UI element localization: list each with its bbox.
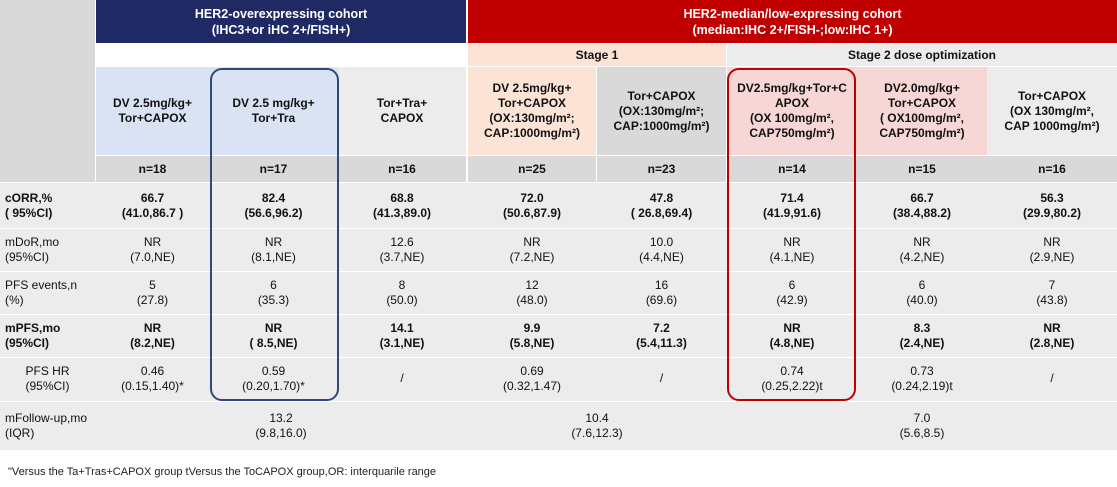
corr-arm-4: 72.0 (50.6,87.9) — [502, 190, 562, 220]
followup-her2-over: 13.2 (9.8,16.0) — [255, 411, 307, 440]
stage1-header: Stage 1 — [468, 44, 726, 66]
row-label-pfs-hr: PFS HR (95%CI) — [25, 363, 70, 393]
arm-n-8: n=16 — [987, 156, 1117, 182]
corr-arm-2: 82.4 (56.6,96.2) — [244, 190, 303, 220]
corr-arm-6: 71.4 (41.9,91.6) — [762, 190, 822, 220]
row-divider — [0, 357, 1117, 358]
row-divider — [0, 271, 1117, 272]
pfs-hr-arm-3: / — [400, 371, 404, 385]
mdor-arm-6: NR (4.1,NE) — [769, 234, 815, 264]
pfs-hr-arm-5: / — [659, 371, 664, 385]
pfs-hr-arm-8: / — [1050, 371, 1054, 385]
arm-header-5: Tor+CAPOX (OX:130mg/m²; CAP:1000mg/m²) — [597, 67, 726, 155]
mpfs-arm-8: NR (2.8,NE) — [1029, 320, 1075, 350]
pfs-events-arm-2: 6 (35.3) — [257, 277, 290, 307]
mpfs-arm-4: 9.9 (5.8,NE) — [509, 320, 555, 350]
pfs-hr-arm-1: 0.46 (0.15,1.40)* — [121, 363, 184, 393]
arm-n-5: n=23 — [597, 156, 726, 182]
mdor-arm-3: 12.6 (3.7,NE) — [379, 234, 425, 264]
pfs-events-arm-7: 6 (40.0) — [906, 277, 938, 307]
arm-header-8: Tor+CAPOX (OX 130mg/m², CAP 1000mg/m²) — [987, 67, 1117, 155]
her2-low-criteria: (median:IHC 2+/FISH-;low:IHC 1+) — [692, 22, 893, 37]
table-body-bg — [0, 183, 1117, 450]
pfs-hr-arm-4: 0.69 (0.32,1.47) — [502, 363, 562, 393]
arm-header-4: DV 2.5mg/kg+ Tor+CAPOX (OX:130mg/m²; CAP… — [468, 67, 596, 155]
row-divider — [0, 314, 1117, 315]
her2-over-criteria: (IHC3+or iHC 2+/FISH+) — [211, 22, 351, 37]
arm-n-2: n=17 — [209, 156, 338, 182]
pfs-hr-arm-6: 0.74 (0.25,2.22)t — [761, 363, 823, 393]
mpfs-arm-5: 7.2 (5.4,11.3) — [636, 320, 687, 350]
corner-cell — [0, 0, 95, 182]
stage2-header: Stage 2 dose optimization — [727, 44, 1117, 66]
row-divider — [0, 401, 1117, 402]
corr-arm-3: 68.8 (41.3,89.0) — [372, 190, 432, 220]
corr-arm-5: 47.8 ( 26.8,69.4) — [630, 190, 693, 220]
row-divider — [0, 228, 1117, 229]
arm-header-7: DV2.0mg/kg+ Tor+CAPOX ( OX100mg/m², CAP7… — [857, 67, 987, 155]
arm-n-6: n=14 — [727, 156, 857, 182]
pfs-events-arm-6: 6 (42.9) — [776, 277, 808, 307]
mdor-arm-5: 10.0 (4.4,NE) — [639, 234, 684, 264]
her2-low-title: HER2-median/low-expressing cohort — [683, 6, 902, 21]
arm-n-1: n=18 — [96, 156, 209, 182]
corr-arm-8: 56.3 (29.9,80.2) — [1022, 190, 1082, 220]
her2-over-stage-blank — [96, 44, 466, 66]
pfs-events-arm-5: 16 (69.6) — [645, 277, 678, 307]
pfs-events-arm-3: 8 (50.0) — [386, 277, 418, 307]
mpfs-arm-1: NR (8.2,NE) — [130, 320, 175, 350]
row-label-pfs-events: PFS events,n (%) — [5, 277, 78, 307]
pfs-events-arm-4: 12 (48.0) — [516, 277, 548, 307]
row-label-corr: cORR,% ( 95%CI) — [5, 190, 53, 220]
arm-header-3: Tor+Tra+ CAPOX — [338, 67, 466, 155]
arm-header-1: DV 2.5mg/kg+ Tor+CAPOX — [96, 67, 209, 155]
pfs-hr-arm-7: 0.73 (0.24,2.19)t — [891, 363, 953, 393]
mdor-arm-1: NR (7.0,NE) — [130, 234, 175, 264]
followup-stage1: 10.4 (7.6,12.3) — [571, 411, 623, 440]
footnote: "Versus the Ta+Tras+CAPOX group tVersus … — [8, 466, 437, 478]
row-label-mpfs: mPFS,mo (95%CI) — [5, 320, 61, 350]
arm-header-2: DV 2.5 mg/kg+ Tor+Tra — [209, 67, 338, 155]
mdor-arm-2: NR (8.1,NE) — [251, 234, 296, 264]
mpfs-arm-7: 8.3 (2.4,NE) — [899, 320, 945, 350]
results-table: HER2-overexpressing cohort (IHC3+or iHC … — [0, 0, 1117, 450]
arm-n-3: n=16 — [338, 156, 466, 182]
mpfs-arm-6: NR (4.8,NE) — [769, 320, 815, 350]
arm-n-7: n=15 — [857, 156, 987, 182]
her2-over-title: HER2-overexpressing cohort — [194, 6, 368, 21]
mdor-arm-4: NR (7.2,NE) — [509, 234, 555, 264]
her2-low-cohort-header: HER2-median/low-expressing cohort (media… — [468, 0, 1117, 43]
corr-arm-1: 66.7 (41.0,86.7 ) — [121, 190, 184, 220]
mdor-arm-7: NR (4.2,NE) — [899, 234, 945, 264]
arm-header-6: DV2.5mg/kg+Tor+C APOX (OX 100mg/m², CAP7… — [727, 67, 857, 155]
row-label-mdor: mDoR,mo (95%CI) — [5, 234, 60, 264]
arm-n-4: n=25 — [468, 156, 596, 182]
pfs-events-arm-8: 7 (43.8) — [1036, 277, 1068, 307]
mpfs-arm-2: NR ( 8.5,NE) — [249, 320, 298, 350]
row-label-followup: mFollow-up,mo (IQR) — [5, 411, 88, 440]
pfs-events-arm-1: 5 (27.8) — [136, 277, 169, 307]
pfs-hr-arm-2: 0.59 (0.20,1.70)* — [242, 363, 305, 393]
mpfs-arm-3: 14.1 (3.1,NE) — [379, 320, 425, 350]
her2-over-cohort-header: HER2-overexpressing cohort (IHC3+or iHC … — [96, 0, 466, 43]
followup-stage2: 7.0 (5.6,8.5) — [899, 411, 945, 440]
corr-arm-7: 66.7 (38.4,88.2) — [892, 190, 952, 220]
mdor-arm-8: NR (2.9,NE) — [1029, 234, 1075, 264]
